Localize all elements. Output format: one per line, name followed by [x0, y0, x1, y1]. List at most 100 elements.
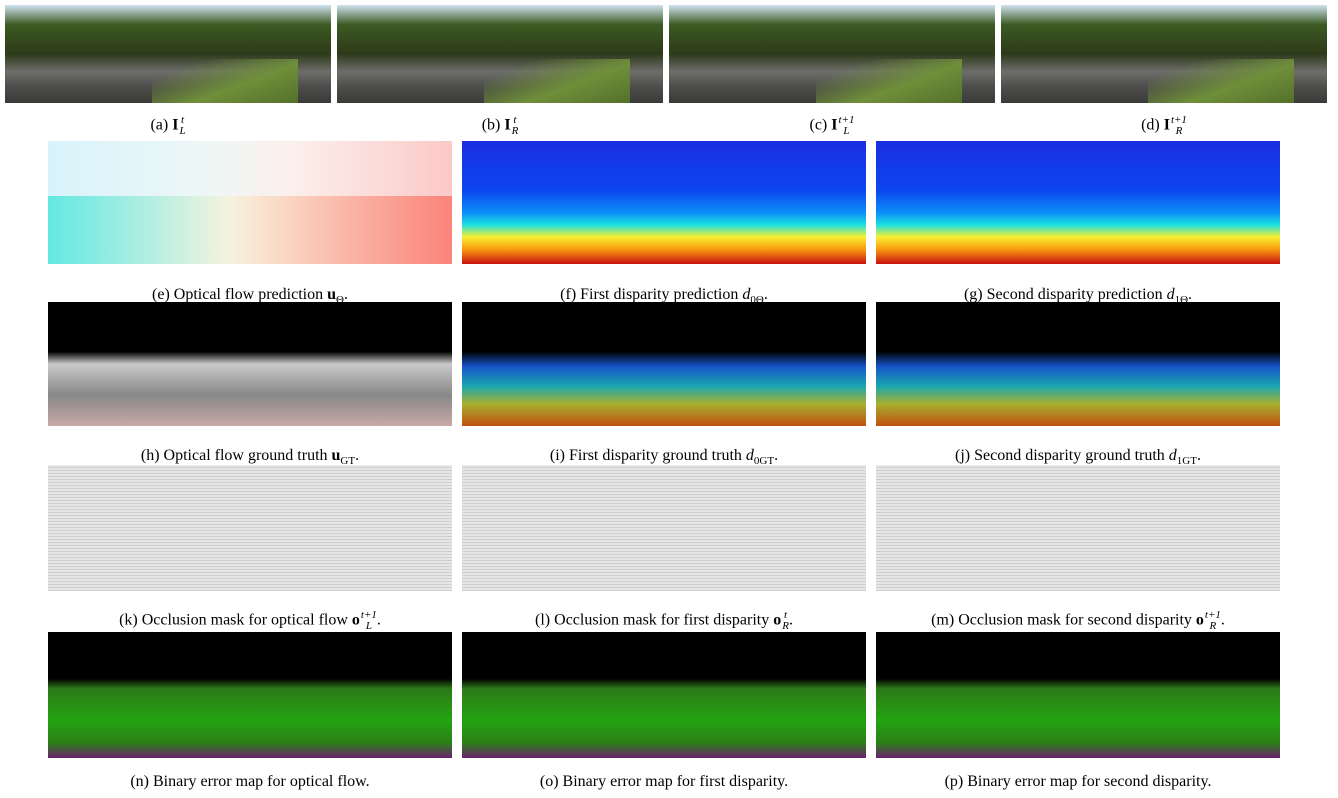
superscript: t — [513, 114, 517, 126]
figure-image — [5, 5, 331, 103]
subscript: 0GT — [753, 455, 775, 468]
sup-sub: t+1 L — [361, 610, 377, 632]
caption-end: . — [788, 611, 793, 629]
caption: (o) Binary error map for first disparity… — [422, 773, 906, 791]
figure-image — [48, 465, 452, 591]
caption-text: Occlusion mask for second disparity — [958, 611, 1192, 629]
caption: (j) Second disparity ground truth d1GT. — [836, 447, 1320, 467]
math-symbol: o — [773, 611, 782, 629]
caption-end: . — [1188, 286, 1193, 303]
figure-image — [876, 302, 1280, 426]
caption-label: (a) — [150, 116, 169, 134]
caption-text: Second disparity ground truth — [974, 447, 1165, 464]
sup-sub: t+1 R — [1171, 115, 1187, 137]
caption-text: Optical flow prediction — [173, 286, 324, 303]
superscript: t — [180, 114, 185, 126]
caption-end: . — [1220, 611, 1225, 629]
caption-label: (g) — [963, 286, 983, 303]
caption-end: . — [376, 611, 381, 629]
subscript: 1GT — [1176, 455, 1197, 468]
sup-sub: t+1 L — [839, 115, 855, 137]
caption-text: Second disparity prediction — [986, 286, 1163, 303]
caption-label: (b) — [481, 116, 501, 134]
superscript: t+1 — [1204, 609, 1221, 621]
math-symbol: I — [504, 116, 511, 134]
math-symbol: o — [1195, 611, 1204, 629]
caption-label: (m) — [931, 611, 955, 629]
caption-label: (l) — [535, 611, 551, 629]
subscript: Θ — [336, 294, 344, 307]
math-symbol: u — [331, 447, 341, 464]
subscript: L — [843, 125, 850, 137]
math-symbol: u — [327, 286, 336, 303]
caption-end: . — [343, 286, 348, 303]
subscript: L — [179, 125, 186, 137]
caption-text: Occlusion mask for first disparity — [554, 611, 770, 629]
caption-text: Binary error map for first disparity. — [562, 773, 789, 790]
subscript: R — [782, 620, 789, 632]
subscript: R — [511, 125, 519, 137]
subscript: L — [365, 620, 372, 632]
caption-label: (k) — [119, 611, 138, 629]
figure-image — [1001, 5, 1327, 103]
caption-label: (j) — [955, 447, 971, 464]
caption-label: (d) — [1141, 116, 1160, 134]
caption-label: (p) — [944, 773, 964, 790]
figure-image — [876, 465, 1280, 591]
math-symbol: I — [1163, 116, 1170, 134]
caption-label: (i) — [549, 447, 566, 464]
caption-text: Binary error map for optical flow. — [152, 773, 370, 790]
caption-label: (h) — [140, 447, 160, 464]
caption-end: . — [1196, 447, 1201, 464]
caption-label: (c) — [809, 116, 828, 134]
caption: (h) Optical flow ground truth uGT. — [8, 447, 492, 467]
caption-end: . — [763, 286, 768, 303]
caption-text: First disparity prediction — [580, 286, 739, 303]
math-symbol: o — [351, 611, 360, 629]
figure-image — [48, 632, 452, 758]
figure-image — [48, 302, 452, 426]
figure-image — [876, 141, 1280, 264]
figure-image — [337, 5, 663, 103]
figure-image — [462, 141, 866, 264]
math-symbol: d — [1168, 447, 1177, 464]
figure-image — [462, 632, 866, 758]
math-symbol: d — [742, 286, 751, 303]
math-symbol: I — [831, 116, 838, 134]
sup-sub: t+1 R — [1205, 610, 1221, 632]
superscript: t+1 — [838, 114, 855, 126]
superscript: t — [784, 609, 788, 621]
caption-label: (e) — [152, 286, 170, 303]
math-symbol: d — [745, 447, 754, 464]
figure-image — [876, 632, 1280, 758]
caption: (g) Second disparity prediction d1Θ. — [836, 286, 1320, 306]
math-symbol: I — [172, 116, 179, 134]
subscript: R — [1209, 620, 1217, 632]
caption-text: Binary error map for second disparity. — [967, 773, 1212, 790]
caption-text: First disparity ground truth — [569, 447, 742, 464]
caption-end: . — [774, 447, 779, 464]
figure-image — [462, 465, 866, 591]
caption-text: Occlusion mask for optical flow — [141, 611, 348, 629]
caption-text: Optical flow ground truth — [163, 447, 328, 464]
caption: (i) First disparity ground truth d0GT. — [422, 447, 906, 467]
math-symbol: d — [1166, 286, 1175, 303]
figure-image — [48, 141, 452, 264]
caption: (p) Binary error map for second disparit… — [836, 773, 1320, 791]
figure-image — [462, 302, 866, 426]
caption: (n) Binary error map for optical flow. — [8, 773, 492, 791]
superscript: t+1 — [1170, 114, 1187, 126]
figure-image — [669, 5, 995, 103]
caption-end: . — [355, 447, 360, 464]
caption-label: (n) — [130, 773, 149, 790]
caption: (l) Occlusion mask for first disparity o… — [422, 610, 906, 632]
superscript: t+1 — [360, 609, 377, 621]
